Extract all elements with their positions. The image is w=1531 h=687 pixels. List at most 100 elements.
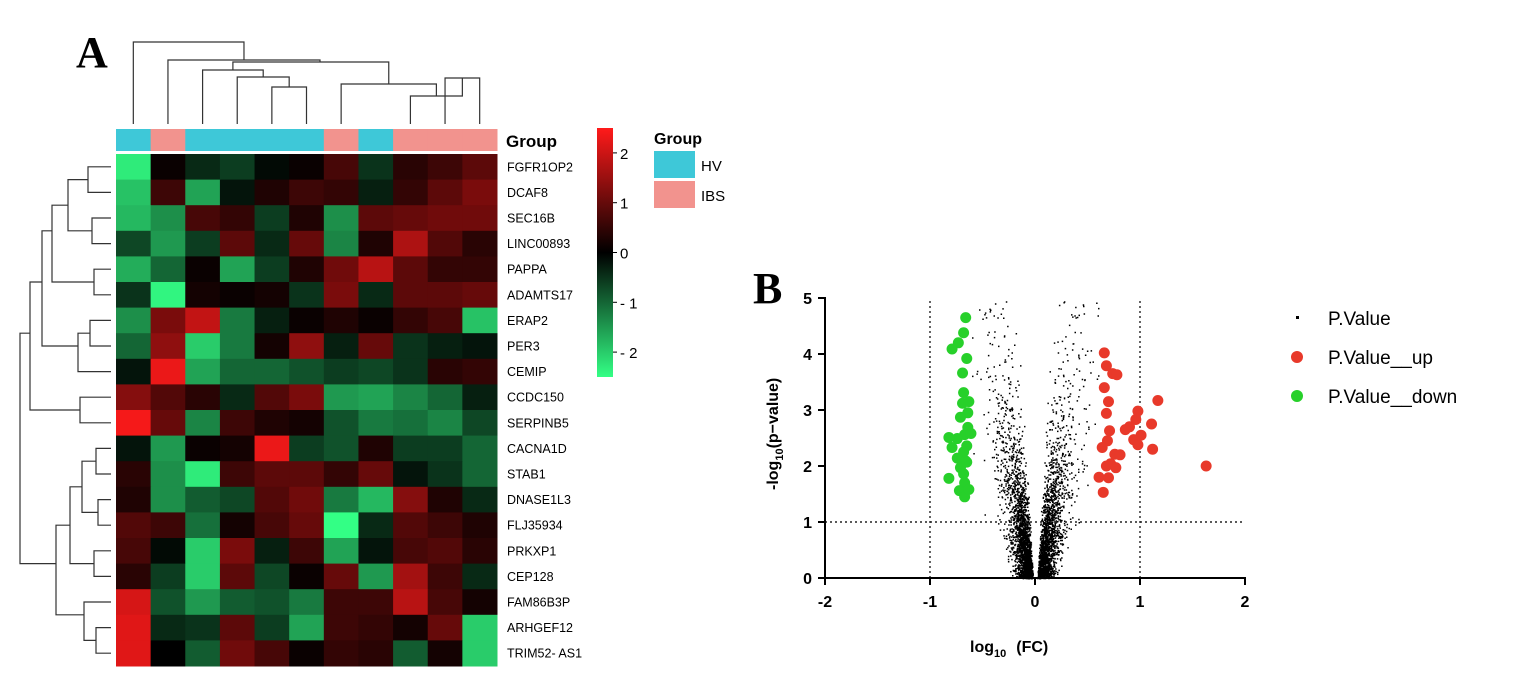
annotation-cell bbox=[358, 129, 394, 151]
heatmap-cell bbox=[462, 435, 498, 462]
x-tick-label: 0 bbox=[1031, 594, 1040, 611]
dendrogram-branch bbox=[271, 86, 308, 124]
heatmap-cell bbox=[462, 384, 498, 411]
heatmap-cell bbox=[254, 256, 290, 283]
colorbar-tick-label: - 2 bbox=[620, 345, 638, 362]
heatmap-cell bbox=[358, 538, 394, 565]
down-point bbox=[946, 343, 958, 355]
dendrogram-branch bbox=[41, 230, 78, 347]
heatmap-cell bbox=[323, 282, 359, 309]
gene-label: FGFR1OP2 bbox=[507, 160, 573, 174]
heatmap-cell bbox=[427, 230, 463, 257]
volcano-legend: P.Value P.Value__up P.Value__down bbox=[1291, 309, 1457, 408]
up-point bbox=[1119, 424, 1131, 436]
up-point bbox=[1200, 460, 1212, 472]
heatmap-cell bbox=[185, 435, 221, 462]
heatmap-cell bbox=[289, 614, 325, 641]
up-point bbox=[1096, 442, 1108, 454]
colorbar-tick-label: 2 bbox=[620, 146, 628, 163]
heatmap-cell bbox=[323, 205, 359, 232]
volcano-ticks: -2 -1 0 1 2 0 1 2 3 4 5 bbox=[803, 291, 1249, 611]
heatmap-cell bbox=[358, 435, 394, 462]
heatmap-cell bbox=[393, 563, 429, 590]
heatmap-cell bbox=[116, 205, 152, 232]
heatmap-cell bbox=[150, 461, 186, 488]
heatmap-cell bbox=[219, 461, 256, 488]
heatmap-cell bbox=[185, 512, 221, 539]
down-point bbox=[954, 411, 966, 423]
heatmap-cell bbox=[254, 307, 290, 334]
heatmap-cell bbox=[358, 230, 394, 257]
heatmap-cell bbox=[219, 307, 256, 334]
legend-marker bbox=[1291, 390, 1303, 402]
heatmap-cell bbox=[150, 205, 186, 232]
heatmap-cell bbox=[219, 538, 256, 565]
heatmap-cell bbox=[289, 435, 325, 462]
dendrogram-branch bbox=[93, 268, 111, 296]
heatmap-cell bbox=[427, 563, 463, 590]
heatmap-cell bbox=[323, 384, 359, 411]
heatmap-cell bbox=[289, 358, 325, 385]
heatmap-cell bbox=[185, 282, 221, 309]
heatmap-cell bbox=[323, 154, 359, 181]
heatmap-cell bbox=[289, 333, 325, 360]
annotation-cell bbox=[462, 129, 498, 151]
dendrogram-branch bbox=[201, 69, 264, 124]
y-tick-label: 1 bbox=[803, 515, 812, 532]
group-legend: HV IBS bbox=[654, 151, 725, 208]
gene-label: ARHGEF12 bbox=[507, 621, 573, 635]
threshold-lines bbox=[825, 298, 1245, 578]
heatmap-cell bbox=[254, 538, 290, 565]
heatmap-cell bbox=[462, 461, 498, 488]
x-tick-label: 1 bbox=[1136, 594, 1145, 611]
y-tick-label: 5 bbox=[803, 291, 812, 308]
gene-label: ERAP2 bbox=[507, 314, 548, 328]
dendrogram-branch bbox=[89, 319, 111, 347]
heatmap-cell bbox=[323, 461, 359, 488]
up-point bbox=[1100, 407, 1112, 419]
heatmap-cell bbox=[254, 333, 290, 360]
heatmap-cell bbox=[116, 282, 152, 309]
annotation-cell bbox=[116, 129, 152, 151]
up-point bbox=[1097, 486, 1109, 498]
down-point bbox=[946, 442, 958, 454]
colorbar-tick-label: 0 bbox=[620, 246, 628, 263]
heatmap-cell bbox=[150, 589, 186, 616]
heatmap-cell bbox=[150, 384, 186, 411]
up-point bbox=[1093, 471, 1105, 483]
heatmap-cell bbox=[358, 640, 394, 667]
heatmap-cell bbox=[427, 358, 463, 385]
heatmap-cell bbox=[116, 435, 152, 462]
heatmap-cell bbox=[116, 410, 152, 437]
up-points bbox=[1093, 347, 1212, 498]
legend-marker bbox=[1296, 316, 1299, 319]
heatmap-cell bbox=[116, 230, 152, 257]
heatmap-cell bbox=[427, 282, 463, 309]
heatmap-cell bbox=[323, 614, 359, 641]
heatmap-cell bbox=[427, 384, 463, 411]
up-point bbox=[1114, 449, 1126, 461]
gene-labels: FGFR1OP2 DCAF8 SEC16B LINC00893 PAPPA ADAMTS1… bbox=[507, 160, 582, 660]
column-dendrogram bbox=[132, 41, 481, 124]
heatmap-cell bbox=[116, 154, 152, 181]
heatmap-cell bbox=[254, 563, 290, 590]
heatmap-cell bbox=[462, 410, 498, 437]
heatmap-cell bbox=[393, 230, 429, 257]
heatmap-cell bbox=[185, 358, 221, 385]
heatmap-cell bbox=[150, 358, 186, 385]
up-point bbox=[1098, 347, 1110, 359]
dendrogram-branch bbox=[51, 204, 94, 283]
down-point bbox=[958, 327, 970, 339]
pvalue-cloud-points bbox=[972, 301, 1100, 580]
gene-label: FAM86B3P bbox=[507, 596, 570, 610]
legend-label: P.Value__up bbox=[1328, 348, 1433, 369]
down-point bbox=[951, 433, 963, 445]
up-point bbox=[1110, 462, 1122, 474]
heatmap-cell bbox=[289, 205, 325, 232]
annotation-cell bbox=[289, 129, 325, 151]
x-axis-label: log10 (FC) bbox=[970, 639, 1048, 660]
heatmap-cell bbox=[289, 384, 325, 411]
heatmap-cell bbox=[358, 614, 394, 641]
heatmap-cell bbox=[358, 282, 394, 309]
y-tick-label: 4 bbox=[803, 347, 812, 364]
